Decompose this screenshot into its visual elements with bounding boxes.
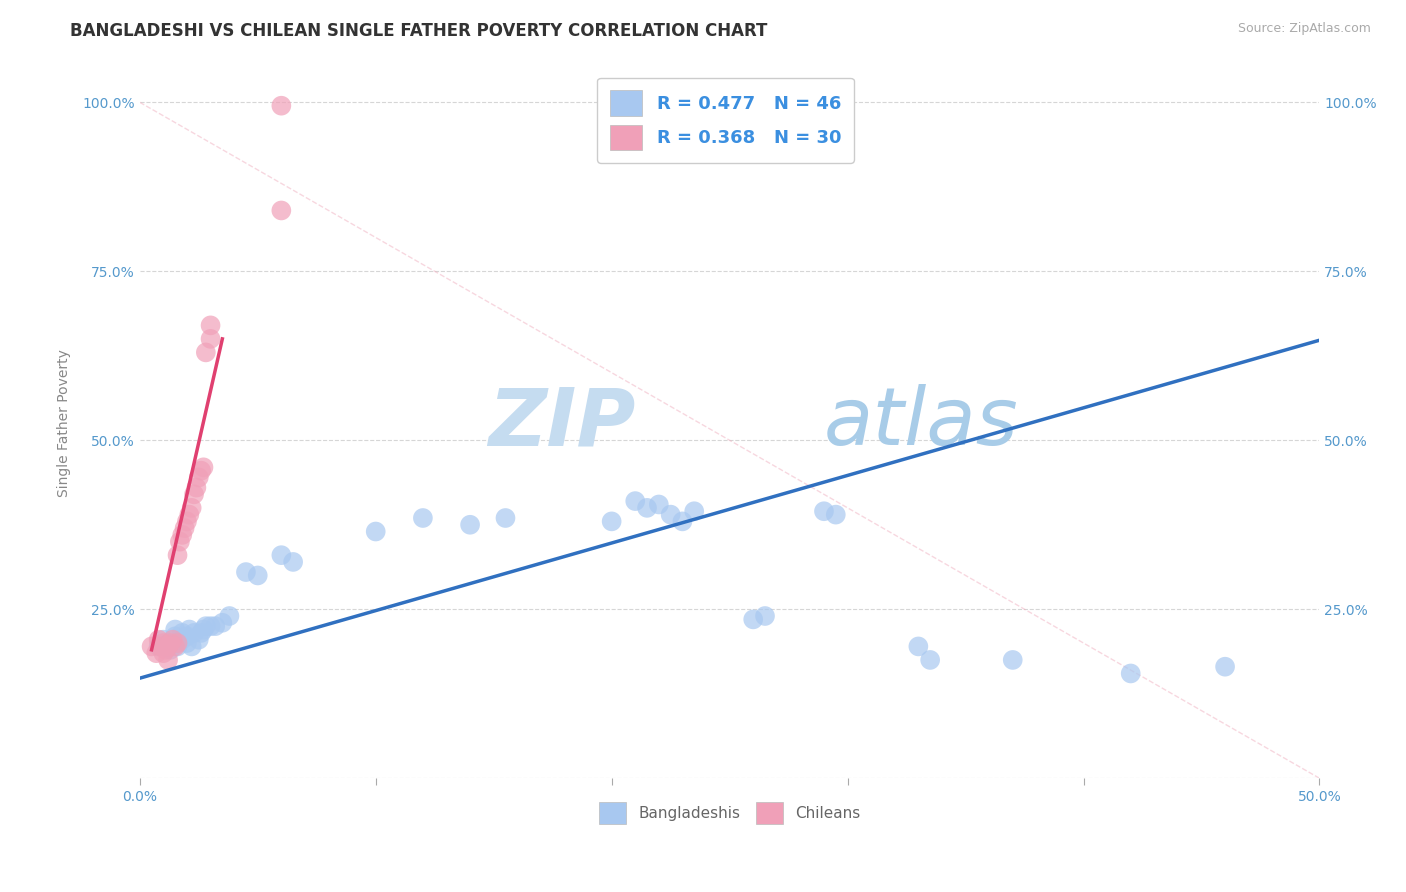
Point bbox=[1119, 666, 1142, 681]
Y-axis label: Single Father Poverty: Single Father Poverty bbox=[58, 350, 72, 498]
Point bbox=[659, 508, 682, 522]
Point bbox=[1213, 659, 1236, 673]
Point bbox=[920, 653, 942, 667]
Point bbox=[162, 632, 184, 647]
Point bbox=[157, 640, 180, 654]
Point bbox=[200, 318, 222, 333]
Point bbox=[281, 555, 304, 569]
Point bbox=[218, 609, 240, 624]
Point bbox=[600, 515, 623, 529]
Point bbox=[150, 640, 173, 654]
Text: Source: ZipAtlas.com: Source: ZipAtlas.com bbox=[1237, 22, 1371, 36]
Point bbox=[165, 623, 187, 637]
Point bbox=[624, 494, 647, 508]
Point bbox=[270, 548, 292, 562]
Point bbox=[211, 615, 233, 630]
Point bbox=[176, 629, 198, 643]
Point bbox=[179, 623, 201, 637]
Point bbox=[270, 203, 292, 218]
Point bbox=[495, 511, 517, 525]
Point bbox=[169, 534, 191, 549]
Point bbox=[180, 500, 202, 515]
Point bbox=[204, 619, 226, 633]
Text: BANGLADESHI VS CHILEAN SINGLE FATHER POVERTY CORRELATION CHART: BANGLADESHI VS CHILEAN SINGLE FATHER POV… bbox=[70, 22, 768, 40]
Point bbox=[683, 504, 706, 518]
Point bbox=[183, 626, 205, 640]
Point bbox=[364, 524, 387, 539]
Point bbox=[166, 640, 188, 654]
Point bbox=[172, 632, 194, 647]
Text: ZIP: ZIP bbox=[488, 384, 636, 462]
Point bbox=[148, 632, 170, 647]
Point bbox=[907, 640, 929, 654]
Point bbox=[1001, 653, 1024, 667]
Point bbox=[176, 515, 198, 529]
Point bbox=[824, 508, 846, 522]
Point bbox=[194, 345, 217, 359]
Point bbox=[193, 460, 215, 475]
Point bbox=[172, 528, 194, 542]
Point bbox=[141, 640, 163, 654]
Point bbox=[648, 498, 671, 512]
Point bbox=[190, 464, 212, 478]
Point bbox=[742, 612, 765, 626]
Point bbox=[159, 642, 181, 657]
Point bbox=[152, 632, 174, 647]
Point bbox=[235, 565, 257, 579]
Point bbox=[270, 98, 292, 112]
Point bbox=[159, 636, 181, 650]
Point bbox=[173, 521, 195, 535]
Point bbox=[193, 623, 215, 637]
Point bbox=[148, 640, 170, 654]
Point bbox=[165, 629, 187, 643]
Point bbox=[166, 548, 188, 562]
Point bbox=[671, 515, 693, 529]
Point bbox=[412, 511, 434, 525]
Point bbox=[166, 636, 188, 650]
Point bbox=[165, 640, 187, 654]
Point bbox=[246, 568, 269, 582]
Point bbox=[157, 653, 180, 667]
Point bbox=[187, 470, 209, 484]
Point bbox=[636, 500, 658, 515]
Point bbox=[200, 332, 222, 346]
Point bbox=[179, 508, 201, 522]
Text: atlas: atlas bbox=[824, 384, 1019, 462]
Point bbox=[813, 504, 835, 518]
Point bbox=[172, 626, 194, 640]
Point bbox=[180, 640, 202, 654]
Point bbox=[145, 646, 167, 660]
Point bbox=[200, 619, 222, 633]
Point bbox=[754, 609, 776, 624]
Point bbox=[157, 636, 180, 650]
Point bbox=[155, 642, 177, 657]
Point bbox=[176, 636, 198, 650]
Point bbox=[152, 636, 174, 650]
Legend: Bangladeshis, Chileans: Bangladeshis, Chileans bbox=[588, 791, 872, 834]
Point bbox=[186, 481, 208, 495]
Point bbox=[152, 646, 174, 660]
Point bbox=[458, 517, 481, 532]
Point bbox=[190, 626, 212, 640]
Point bbox=[183, 487, 205, 501]
Point bbox=[187, 632, 209, 647]
Point bbox=[194, 619, 217, 633]
